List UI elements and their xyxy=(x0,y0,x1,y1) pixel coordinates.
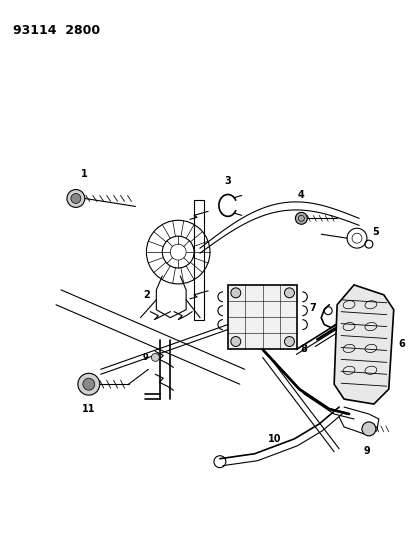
Text: 93114  2800: 93114 2800 xyxy=(13,23,100,37)
Circle shape xyxy=(67,190,85,207)
Circle shape xyxy=(284,288,294,298)
Text: 10: 10 xyxy=(267,434,280,444)
Text: 9: 9 xyxy=(363,446,369,456)
Text: 9: 9 xyxy=(142,353,148,362)
Text: 4: 4 xyxy=(297,190,304,200)
Text: 1: 1 xyxy=(80,168,87,179)
Circle shape xyxy=(71,193,81,204)
Text: 7: 7 xyxy=(309,303,316,313)
Polygon shape xyxy=(194,200,204,320)
Text: 5: 5 xyxy=(371,227,378,237)
Circle shape xyxy=(78,373,100,395)
Circle shape xyxy=(284,336,294,346)
Circle shape xyxy=(230,288,240,298)
Circle shape xyxy=(295,212,306,224)
Circle shape xyxy=(230,336,240,346)
Text: 2: 2 xyxy=(143,290,150,300)
Polygon shape xyxy=(333,285,393,404)
Circle shape xyxy=(83,378,95,390)
Text: 8: 8 xyxy=(300,344,306,354)
Text: 6: 6 xyxy=(398,340,404,350)
Circle shape xyxy=(151,353,159,361)
Polygon shape xyxy=(227,285,297,350)
Text: 11: 11 xyxy=(82,404,95,414)
Circle shape xyxy=(361,422,375,436)
Text: 3: 3 xyxy=(224,175,231,185)
